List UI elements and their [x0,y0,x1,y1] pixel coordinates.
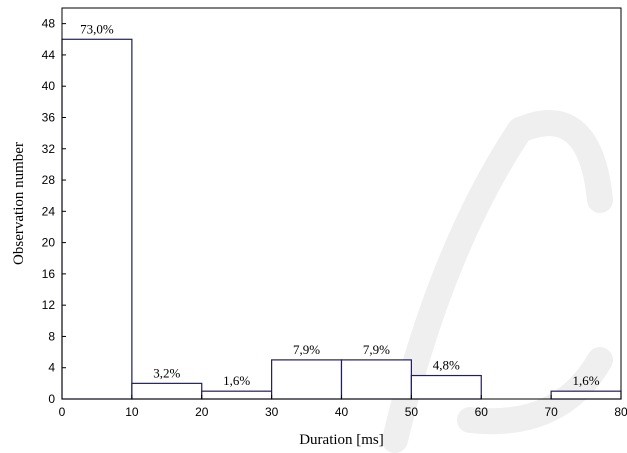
y-tick-label: 8 [48,329,55,343]
x-axis-ticks: 0 10 20 30 40 50 60 70 80 [59,395,627,419]
bar-percent-label: 3,2% [153,365,180,380]
bars-group [61,38,622,400]
y-tick-label: 12 [42,298,56,312]
x-tick-label: 10 [125,405,139,419]
histogram-bar [550,390,622,400]
plot-frame [61,7,622,400]
x-tick-label: 30 [265,405,279,419]
y-tick-label: 48 [42,17,56,31]
bar-percent-label: 1,6% [573,373,600,388]
y-tick-label: 16 [42,267,56,281]
y-tick-label: 24 [42,204,56,218]
y-tick-label: 44 [42,48,56,62]
y-tick-label: 40 [42,79,56,93]
y-tick-label: 0 [48,392,55,406]
x-tick-label: 40 [335,405,349,419]
histogram-bar [410,374,482,400]
y-tick-label: 32 [42,142,56,156]
bar-percent-label: 4,8% [433,358,460,373]
histogram-bar [131,382,203,400]
histogram-bar [201,390,273,400]
x-tick-label: 60 [475,405,489,419]
bar-percent-label: 7,9% [293,342,320,357]
y-tick-label: 4 [48,361,55,375]
bar-labels-group: 73,0% 3,2% 1,6% 7,9% 7,9% 4,8% 1,6% [80,21,600,388]
x-tick-label: 80 [614,405,627,419]
x-tick-label: 0 [59,405,66,419]
x-tick-label: 20 [195,405,209,419]
y-tick-label: 20 [42,236,56,250]
x-axis-title: Duration [ms] [299,432,384,448]
histogram-bar [340,359,412,400]
histogram-bar [61,38,133,400]
y-axis-title: Observation number [11,142,27,265]
histogram-bar [271,359,343,400]
y-tick-label: 28 [42,173,56,187]
x-tick-label: 50 [405,405,419,419]
bar-percent-label: 1,6% [223,373,250,388]
bar-percent-label: 73,0% [80,21,114,36]
bar-percent-label: 7,9% [363,342,390,357]
y-tick-label: 36 [42,110,56,124]
x-tick-label: 70 [544,405,558,419]
